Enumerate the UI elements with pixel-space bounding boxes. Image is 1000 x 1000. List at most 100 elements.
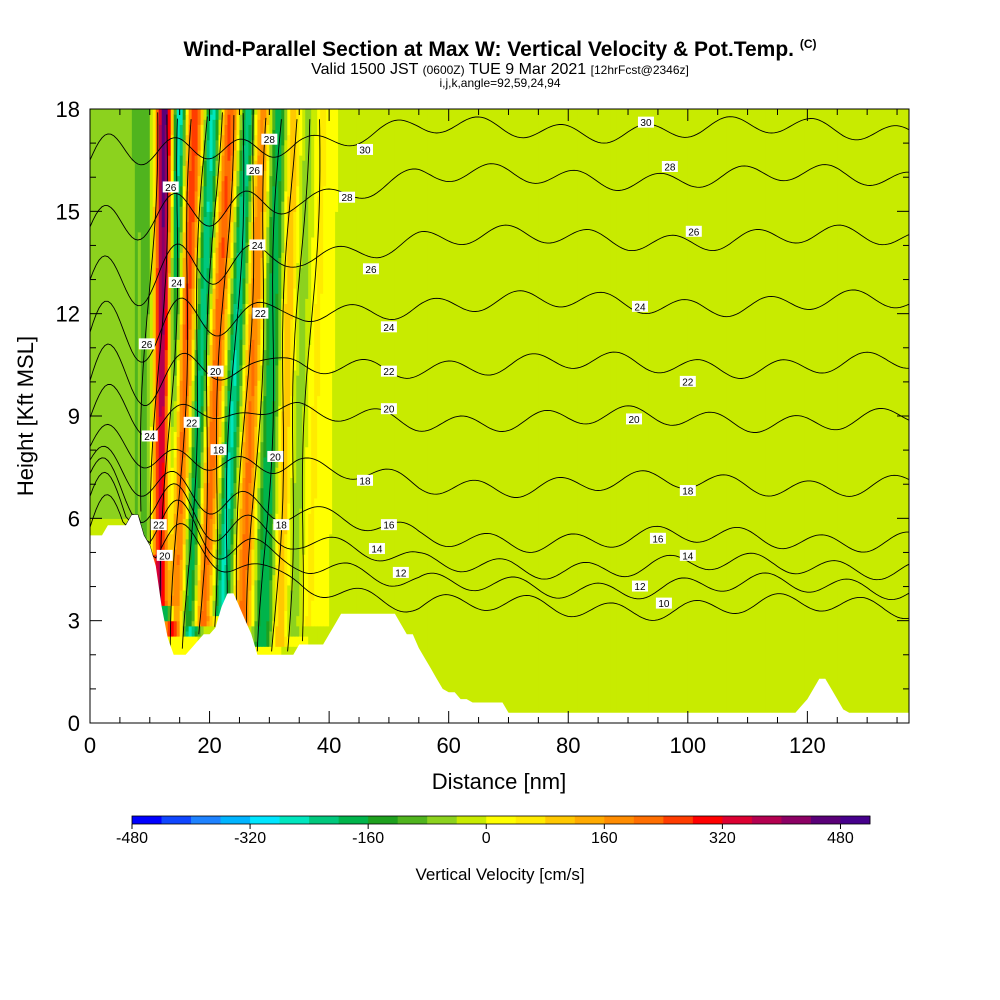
velocity-cell xyxy=(227,390,232,417)
contour-label: 20 xyxy=(626,413,643,426)
velocity-cell xyxy=(236,149,241,171)
pot-temp-contour xyxy=(235,109,255,601)
velocity-cell xyxy=(816,109,820,723)
velocity-cell xyxy=(544,109,548,723)
velocity-cell xyxy=(254,641,258,647)
velocity-cell xyxy=(227,206,232,233)
velocity-cell xyxy=(248,262,253,284)
velocity-cell xyxy=(870,109,874,723)
velocity-cell xyxy=(185,395,190,427)
velocity-cell xyxy=(206,620,211,627)
velocity-cell xyxy=(221,456,226,478)
velocity-cell xyxy=(182,625,187,637)
velocity-cell xyxy=(212,288,217,310)
velocity-cell xyxy=(308,344,312,514)
velocity-cell xyxy=(367,109,372,723)
velocity-cell xyxy=(224,175,229,212)
velocity-cell xyxy=(212,155,217,177)
velocity-cell xyxy=(885,109,889,723)
velocity-cell xyxy=(299,636,303,647)
pot-temp-contour xyxy=(287,119,311,652)
velocity-cell xyxy=(179,109,184,125)
velocity-cell xyxy=(230,543,235,571)
velocity-cell xyxy=(170,467,175,504)
colorbar-swatch xyxy=(663,816,694,824)
velocity-cell xyxy=(200,502,205,525)
velocity-cell xyxy=(212,308,217,330)
velocity-cell xyxy=(221,313,226,340)
velocity-cell xyxy=(550,109,554,723)
pot-temp-contour xyxy=(90,116,909,166)
velocity-cell xyxy=(469,109,474,723)
contour-label: 28 xyxy=(261,133,278,146)
velocity-cell xyxy=(308,513,312,627)
velocity-cell xyxy=(302,405,306,555)
velocity-cell xyxy=(206,385,211,407)
velocity-cell xyxy=(278,359,282,407)
velocity-cell xyxy=(251,467,255,509)
velocity-cell xyxy=(188,405,193,427)
contour-label: 14 xyxy=(368,543,385,556)
pot-temp-contour xyxy=(169,119,192,652)
velocity-cell xyxy=(287,584,291,637)
velocity-cell xyxy=(320,109,324,294)
velocity-cell xyxy=(161,334,166,407)
velocity-cell xyxy=(687,109,692,723)
velocity-cell xyxy=(284,190,288,243)
velocity-cell xyxy=(206,313,211,335)
velocity-cell xyxy=(161,528,166,555)
velocity-cell xyxy=(427,109,432,723)
velocity-cell xyxy=(891,109,895,723)
velocity-cell xyxy=(197,543,202,565)
velocity-cell xyxy=(233,349,238,386)
contour-label-text: 24 xyxy=(634,302,646,313)
colorbar-swatch xyxy=(250,816,280,824)
velocity-cell xyxy=(218,492,223,514)
y-tick-label: 3 xyxy=(68,609,80,634)
velocity-cell xyxy=(804,109,808,723)
velocity-cell xyxy=(140,109,145,550)
velocity-cell xyxy=(170,605,175,622)
velocity-cell xyxy=(236,446,241,468)
velocity-cell xyxy=(206,201,211,212)
velocity-cell xyxy=(284,242,288,305)
velocity-cell xyxy=(317,109,321,197)
velocity-cell xyxy=(511,109,516,723)
velocity-cell xyxy=(173,482,178,514)
pot-temp-contour xyxy=(301,119,321,642)
contour-label: 12 xyxy=(631,580,648,593)
velocity-cell xyxy=(167,313,172,366)
velocity-cell xyxy=(415,109,420,723)
velocity-cell xyxy=(278,257,282,310)
pot-temp-contour xyxy=(225,113,245,595)
velocity-cell xyxy=(239,508,244,550)
velocity-cell xyxy=(323,109,327,187)
velocity-cell xyxy=(248,242,253,264)
velocity-cell xyxy=(296,636,300,647)
velocity-cell xyxy=(227,451,232,509)
velocity-cell xyxy=(284,303,288,535)
velocity-cell xyxy=(173,549,178,606)
velocity-cell xyxy=(230,492,235,519)
contour-label: 18 xyxy=(210,444,227,457)
contour-label: 22 xyxy=(150,519,167,532)
velocity-cell xyxy=(206,405,211,427)
velocity-cell xyxy=(242,477,247,535)
contour-label: 26 xyxy=(138,338,155,351)
velocity-cell xyxy=(242,364,247,392)
pot-temp-contour xyxy=(139,112,159,512)
velocity-cell xyxy=(242,119,247,146)
velocity-cell xyxy=(260,329,264,366)
pot-temp-contour xyxy=(90,224,909,307)
velocity-cell xyxy=(182,569,187,591)
contour-label-text: 22 xyxy=(153,521,165,532)
velocity-cell xyxy=(577,109,581,723)
velocity-cell xyxy=(517,109,522,723)
contour-label: 20 xyxy=(380,403,397,416)
velocity-cell xyxy=(221,523,226,560)
velocity-cell xyxy=(278,518,282,647)
velocity-cell xyxy=(164,124,169,202)
velocity-cell xyxy=(230,242,235,258)
velocity-cell xyxy=(218,109,223,120)
colorbar-tick-label: 320 xyxy=(709,830,736,847)
